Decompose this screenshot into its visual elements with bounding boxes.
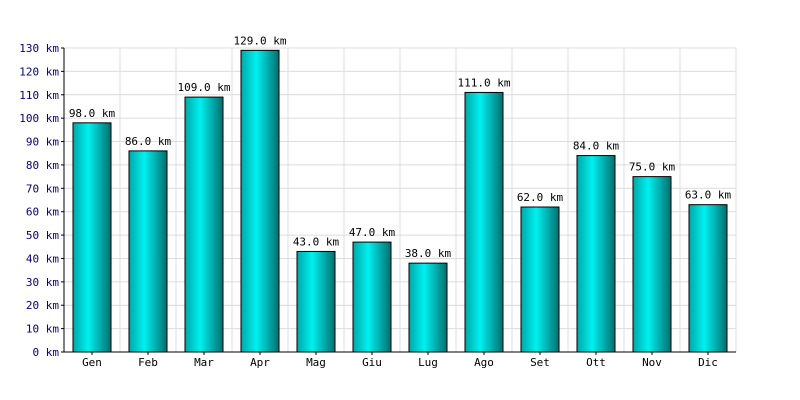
y-tick-label: 70 km	[26, 182, 59, 195]
data-label: 129.0 km	[234, 34, 287, 47]
x-tick-label: Lug	[418, 356, 438, 369]
data-label: 86.0 km	[125, 135, 172, 148]
bar-giu	[352, 241, 392, 353]
y-tick-label: 50 km	[26, 229, 59, 242]
data-label: 111.0 km	[458, 76, 511, 89]
x-tick-label: Gen	[82, 356, 102, 369]
bar-lug	[408, 262, 448, 353]
x-tick-label: Mar	[194, 356, 214, 369]
x-tick-label: Feb	[138, 356, 158, 369]
y-tick-label: 120 km	[19, 65, 59, 78]
data-label: 43.0 km	[293, 235, 340, 248]
y-tick-label: 10 km	[26, 323, 59, 336]
bar-ott	[576, 155, 616, 353]
data-label: 109.0 km	[178, 81, 231, 94]
y-tick-label: 0 km	[33, 346, 60, 359]
bar-mag	[296, 250, 336, 353]
y-tick-label: 100 km	[19, 112, 59, 125]
bar-nov	[632, 176, 672, 353]
bar-mar	[184, 96, 224, 353]
y-tick-label: 30 km	[26, 276, 59, 289]
y-tick-label: 40 km	[26, 252, 59, 265]
grid-lines	[63, 47, 737, 353]
bar-ago	[464, 91, 504, 353]
y-tick-label: 90 km	[26, 136, 59, 149]
y-tick-label: 110 km	[19, 89, 59, 102]
x-tick-label: Giu	[362, 356, 382, 369]
bar-dic	[688, 204, 728, 353]
x-tick-label: Nov	[642, 356, 662, 369]
data-label: 63.0 km	[685, 189, 732, 202]
y-tick-label: 60 km	[26, 206, 59, 219]
x-tick-label: Ott	[586, 356, 606, 369]
y-tick-label: 80 km	[26, 159, 59, 172]
data-label: 84.0 km	[573, 140, 620, 153]
x-tick-label: Dic	[698, 356, 718, 369]
axes: 0 km 10 km 20 km 30 km 40 km 50 km 60 km 70 km 8…	[19, 42, 736, 369]
y-tick-label: 130 km	[19, 42, 59, 55]
data-label: 38.0 km	[405, 247, 452, 260]
data-label: 98.0 km	[69, 107, 116, 120]
x-tick-label: Apr	[250, 356, 270, 369]
data-label: 62.0 km	[517, 191, 564, 204]
bars	[72, 49, 728, 353]
bar-set	[520, 206, 560, 353]
bar-gen	[72, 122, 112, 353]
x-tick-label: Set	[530, 356, 550, 369]
data-label: 47.0 km	[349, 226, 396, 239]
bar-feb	[128, 150, 168, 353]
data-label: 75.0 km	[629, 161, 676, 174]
x-tick-label: Mag	[306, 356, 326, 369]
x-tick-label: Ago	[474, 356, 494, 369]
data-labels: 98.0 km 86.0 km 109.0 km 129.0 km 43.0 km 47.…	[69, 34, 732, 260]
y-tick-label: 20 km	[26, 299, 59, 312]
bar-apr	[240, 49, 280, 353]
